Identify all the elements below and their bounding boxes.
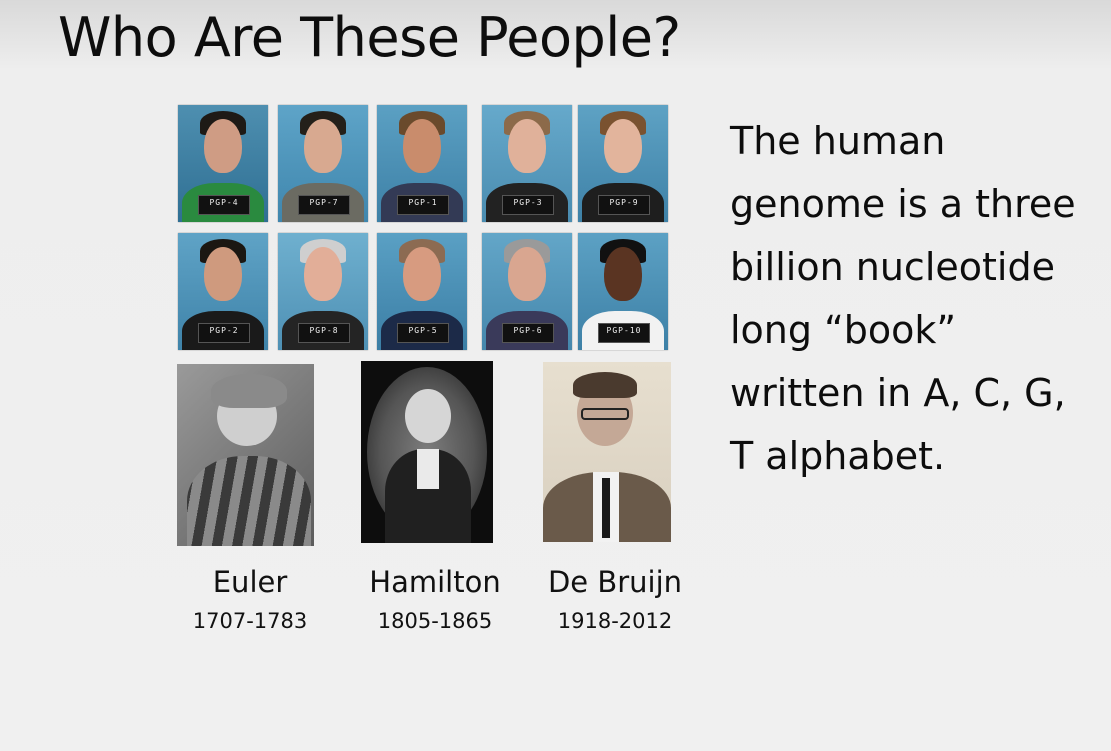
slide-title: Who Are These People?: [58, 6, 681, 69]
de-bruijn-portrait: [543, 362, 671, 542]
pgp-label: PGP-8: [309, 326, 339, 335]
pgp-label: PGP-7: [309, 198, 339, 207]
pgp-photo: PGP-1: [377, 105, 467, 222]
pgp-photo: PGP-3: [482, 105, 572, 222]
euler-name: Euler: [212, 565, 288, 599]
de-bruijn-name: De Bruijn: [547, 565, 683, 599]
description-line: written in A, C, G,: [730, 371, 1066, 415]
description-line: long “book”: [730, 308, 957, 352]
pgp-photo: PGP-9: [578, 105, 668, 222]
pgp-label: PGP-4: [209, 198, 239, 207]
pgp-photo: PGP-2: [178, 233, 268, 350]
pgp-photo: PGP-8: [278, 233, 368, 350]
pgp-label: PGP-10: [606, 326, 642, 335]
description-line: T alphabet.: [730, 434, 946, 478]
pgp-label: PGP-9: [609, 198, 639, 207]
hamilton-portrait: [361, 361, 493, 543]
pgp-label: PGP-3: [513, 198, 543, 207]
euler-years: 1707-1783: [192, 609, 308, 633]
pgp-photo: PGP-7: [278, 105, 368, 222]
pgp-photo: PGP-6: [482, 233, 572, 350]
pgp-photo: PGP-5: [377, 233, 467, 350]
description-line: genome is a three: [730, 182, 1076, 226]
hamilton-name: Hamilton: [369, 565, 501, 599]
pgp-label: PGP-5: [408, 326, 438, 335]
pgp-photo: PGP-10: [578, 233, 668, 350]
pgp-photo: PGP-4: [178, 105, 268, 222]
pgp-label: PGP-1: [408, 198, 438, 207]
genome-description: The human genome is a three billion nucl…: [730, 110, 1105, 488]
description-line: billion nucleotide: [730, 245, 1055, 289]
pgp-label: PGP-6: [513, 326, 543, 335]
description-line: The human: [730, 119, 946, 163]
hamilton-years: 1805-1865: [377, 609, 493, 633]
euler-portrait: [177, 364, 314, 546]
pgp-label: PGP-2: [209, 326, 239, 335]
de-bruijn-years: 1918-2012: [557, 609, 673, 633]
